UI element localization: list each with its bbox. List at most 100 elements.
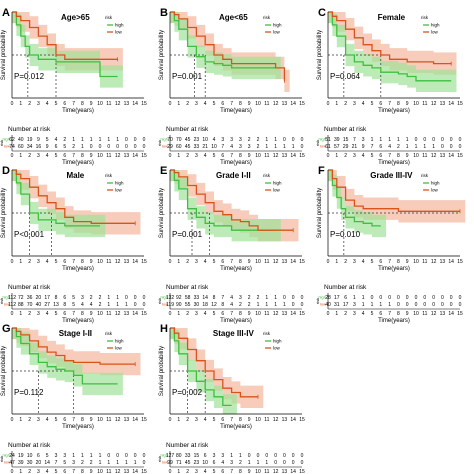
risk-table-ylabel: risk bbox=[157, 298, 162, 304]
risk-value-low: 13 bbox=[53, 302, 59, 308]
x-tick-label: 8 bbox=[81, 259, 84, 265]
risk-value-low: 0 bbox=[143, 460, 146, 466]
risk-value-low: 0 bbox=[143, 302, 146, 308]
risk-value-high: 8 bbox=[55, 295, 58, 301]
x-tick-label: 5 bbox=[371, 101, 374, 107]
risk-x-tick-label: 12 bbox=[115, 311, 121, 317]
risk-value-high: 0 bbox=[134, 295, 137, 301]
risk-value-low: 74 bbox=[9, 144, 15, 150]
x-tick-label: 5 bbox=[213, 259, 216, 265]
risk-value-high: 1 bbox=[99, 137, 102, 143]
x-tick-label: 13 bbox=[440, 101, 446, 107]
risk-value-high: 1 bbox=[397, 137, 400, 143]
risk-x-tick-label: 1 bbox=[335, 153, 338, 159]
x-tick-label: 0 bbox=[169, 417, 172, 423]
risk-value-low: 8 bbox=[63, 302, 66, 308]
legend-label-low: low bbox=[115, 188, 123, 193]
series-low bbox=[328, 11, 452, 65]
x-tick-label: 11 bbox=[264, 101, 269, 107]
x-tick-label: 4 bbox=[46, 417, 49, 423]
ci-band-high bbox=[328, 12, 457, 92]
risk-x-tick-label: 7 bbox=[72, 153, 75, 159]
x-tick-label: 15 bbox=[457, 259, 463, 265]
risk-x-tick-label: 14 bbox=[290, 311, 296, 317]
risk-value-high: 0 bbox=[301, 137, 304, 143]
x-axis-label: Time(years) bbox=[378, 266, 410, 272]
risk-x-tick-label: 15 bbox=[299, 153, 305, 159]
risk-value-low: 1 bbox=[432, 144, 435, 150]
risk-value-high: 0 bbox=[423, 295, 426, 301]
p-value: P=0.001 bbox=[172, 72, 203, 81]
risk-value-high: 40 bbox=[18, 137, 24, 143]
risk-value-low: 23 bbox=[194, 460, 200, 466]
risk-value-low: 10 bbox=[211, 144, 217, 150]
risk-value-high: 1 bbox=[81, 453, 84, 459]
panel-title: Stage I-II bbox=[59, 329, 92, 338]
risk-x-tick-label: 12 bbox=[273, 311, 279, 317]
risk-x-tick-label: 10 bbox=[255, 153, 261, 159]
x-tick-label: 9 bbox=[406, 101, 409, 107]
x-tick-label: 14 bbox=[132, 417, 138, 423]
risk-value-high: 1 bbox=[90, 453, 93, 459]
legend-label-high: high bbox=[115, 23, 124, 28]
risk-value-low: 1 bbox=[283, 302, 286, 308]
x-tick-label: 11 bbox=[106, 259, 111, 265]
risk-value-low: 4 bbox=[230, 302, 233, 308]
risk-x-tick-label: 1 bbox=[177, 153, 180, 159]
risk-value-low: 6 bbox=[55, 144, 58, 150]
risk-x-tick-label: 5 bbox=[55, 311, 58, 317]
risk-x-tick-label: 0 bbox=[327, 153, 330, 159]
x-tick-label: 0 bbox=[169, 259, 172, 265]
risk-x-tick-label: 7 bbox=[230, 153, 233, 159]
x-tick-label: 4 bbox=[204, 417, 207, 423]
risk-value-low: 8 bbox=[221, 302, 224, 308]
series-low bbox=[12, 327, 136, 365]
x-tick-label: 1 bbox=[19, 259, 22, 265]
risk-value-low: 47 bbox=[9, 460, 15, 466]
risk-x-tick-label: 0 bbox=[327, 311, 330, 317]
risk-value-low: 1 bbox=[99, 460, 102, 466]
risk-value-high: 1 bbox=[107, 295, 110, 301]
risk-value-low: 4 bbox=[221, 460, 224, 466]
x-tick-label: 3 bbox=[195, 417, 198, 423]
risk-value-low: 1 bbox=[388, 302, 391, 308]
risk-value-high: 3 bbox=[81, 295, 84, 301]
x-tick-label: 10 bbox=[413, 101, 419, 107]
ci-band-low bbox=[328, 12, 457, 75]
risk-value-low: 12 bbox=[211, 302, 217, 308]
x-tick-label: 14 bbox=[290, 101, 296, 107]
risk-value-low: 1 bbox=[265, 460, 268, 466]
risk-table-ylabel: risk bbox=[0, 456, 4, 462]
x-tick-label: 6 bbox=[221, 417, 224, 423]
risk-value-low: 1 bbox=[125, 302, 128, 308]
risk-value-high: 3 bbox=[239, 137, 242, 143]
x-tick-label: 13 bbox=[124, 417, 130, 423]
risk-value-high: 17 bbox=[334, 295, 340, 301]
risk-value-low: 1 bbox=[134, 460, 137, 466]
y-axis-label: Survival probability bbox=[1, 30, 7, 80]
x-tick-label: 8 bbox=[81, 417, 84, 423]
risk-x-tick-label: 3 bbox=[195, 469, 198, 474]
x-tick-label: 5 bbox=[371, 259, 374, 265]
risk-table-title: Number at risk bbox=[8, 126, 51, 133]
x-tick-label: 7 bbox=[230, 101, 233, 107]
risk-value-high: 0 bbox=[248, 453, 251, 459]
risk-x-tick-label: 13 bbox=[124, 311, 130, 317]
risk-value-high: 0 bbox=[125, 295, 128, 301]
x-tick-label: 1 bbox=[177, 101, 180, 107]
risk-value-low: 45 bbox=[185, 144, 191, 150]
risk-value-high: 0 bbox=[301, 295, 304, 301]
risk-value-high: 0 bbox=[257, 453, 260, 459]
risk-value-high: 1 bbox=[274, 137, 277, 143]
series-low bbox=[170, 327, 258, 398]
risk-value-high: 0 bbox=[301, 453, 304, 459]
risk-x-tick-label: 8 bbox=[81, 153, 84, 159]
x-axis-label: Time(years) bbox=[62, 424, 94, 430]
risk-x-tick-label: 5 bbox=[213, 153, 216, 159]
legend-label-high: high bbox=[431, 181, 440, 186]
x-tick-label: 14 bbox=[448, 101, 454, 107]
risk-value-low: 1 bbox=[274, 144, 277, 150]
risk-value-low: 0 bbox=[459, 302, 462, 308]
x-tick-label: 6 bbox=[379, 101, 382, 107]
risk-x-tick-label: 6 bbox=[221, 469, 224, 474]
